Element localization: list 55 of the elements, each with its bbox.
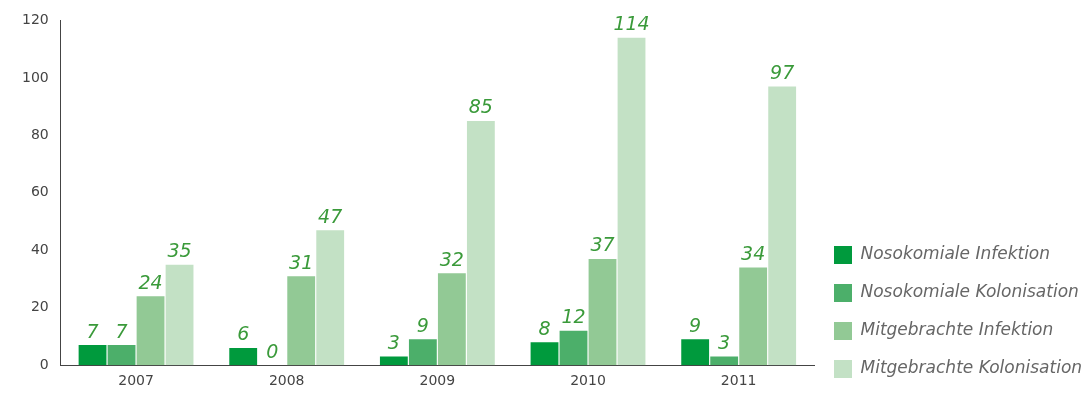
bar [316,230,345,366]
bar [107,345,136,366]
y-tick-label: 20 [30,298,49,315]
data-label: 47 [318,204,343,227]
bar [466,120,495,366]
bar [408,339,437,366]
data-label: 7 [115,319,128,342]
data-label: 7 [86,319,99,342]
data-label: 3 [718,331,731,354]
data-label: 8 [538,316,551,339]
data-label: 31 [289,250,314,273]
data-label: 32 [439,247,464,270]
y-tick-label: 100 [21,68,49,85]
legend-label: Mitgebrachte Infektion [860,319,1054,340]
x-tick-label: 2011 [720,372,757,389]
data-label: 37 [590,233,615,256]
bar [530,342,559,366]
y-tick-label: 120 [21,11,49,28]
x-tick-label: 2008 [268,372,305,389]
bar [617,37,646,366]
x-tick-label: 2010 [570,372,606,389]
data-label: 97 [770,60,795,83]
y-tick-label: 80 [30,125,49,142]
bar [710,356,739,366]
y-tick-label: 40 [30,240,49,257]
data-label: 85 [468,95,493,118]
bar [379,356,408,366]
y-tick-label: 0 [39,355,49,372]
data-label: 114 [613,12,650,35]
data-label: 35 [167,239,192,262]
y-tick-label: 60 [30,183,49,200]
bar [739,267,768,366]
legend-label: Nosokomiale Infektion [860,243,1051,264]
bar [78,345,107,366]
bar [588,258,617,366]
data-label: 3 [387,331,400,354]
data-label: 9 [416,313,429,336]
x-tick-label: 2009 [419,372,456,389]
bar [136,296,165,366]
x-tick-label: 2007 [118,372,154,389]
bar [768,86,797,366]
legend-label: Mitgebrachte Kolonisation [860,357,1083,378]
bar [437,273,466,366]
bar [287,276,316,366]
bar [559,330,588,366]
bar [229,347,258,366]
bar [165,264,194,366]
bar [681,339,710,366]
data-label: 9 [689,313,702,336]
data-label: 24 [138,270,163,293]
data-label: 6 [237,322,250,345]
legend-label: Nosokomiale Kolonisation [860,281,1079,302]
data-label: 34 [741,241,766,264]
data-label: 0 [266,339,279,362]
data-label: 12 [561,305,586,328]
